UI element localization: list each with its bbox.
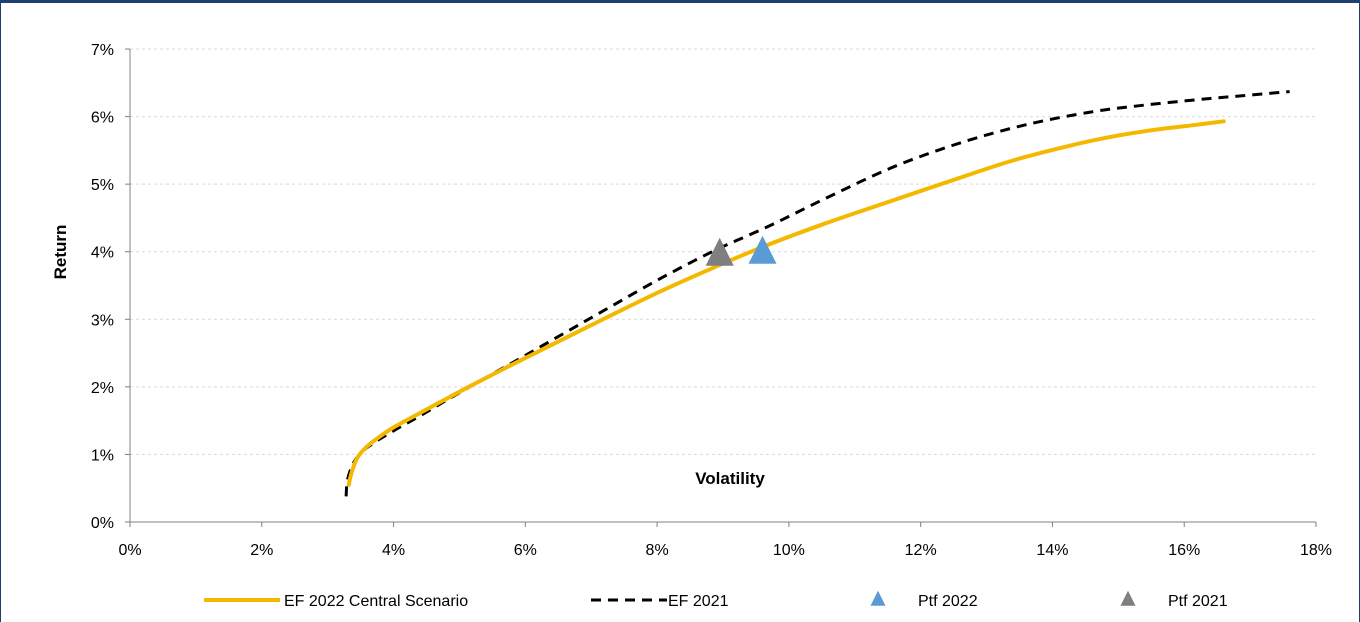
x-tick-label-4: 8% bbox=[646, 542, 669, 559]
legend-label-1: EF 2021 bbox=[668, 593, 729, 610]
x-tick-label-7: 14% bbox=[1036, 542, 1068, 559]
marker-point-3-0 bbox=[705, 237, 734, 266]
series-line-1 bbox=[344, 90, 1290, 497]
x-axis-title: Volatility bbox=[695, 469, 765, 488]
x-axis-tick-labels: 0% 2% 4% 6% 8% 10% 12% 14% 16% 18% bbox=[118, 542, 1332, 559]
legend-swatch-3 bbox=[1120, 590, 1136, 606]
axes bbox=[125, 48, 1317, 527]
x-tick-label-8: 16% bbox=[1168, 542, 1200, 559]
y-tick-label-2: 2% bbox=[91, 380, 114, 397]
series-line-0 bbox=[346, 119, 1226, 487]
x-tick-label-9: 18% bbox=[1300, 542, 1332, 559]
left-border-rule bbox=[0, 0, 1, 622]
y-axis-title: Return bbox=[51, 225, 70, 280]
x-tick-label-2: 4% bbox=[382, 542, 405, 559]
legend: EF 2022 Central Scenario EF 2021 Ptf 2022 P… bbox=[204, 590, 1228, 610]
x-tick-label-1: 2% bbox=[250, 542, 273, 559]
y-tick-label-7: 7% bbox=[91, 42, 114, 59]
legend-label-2: Ptf 2022 bbox=[918, 593, 978, 610]
x-tick-label-6: 12% bbox=[905, 542, 937, 559]
legend-label-3: Ptf 2021 bbox=[1168, 593, 1228, 610]
legend-label-0: EF 2022 Central Scenario bbox=[284, 593, 468, 610]
y-tick-label-4: 4% bbox=[91, 245, 114, 262]
top-border-rule bbox=[0, 0, 1360, 3]
y-tick-label-3: 3% bbox=[91, 312, 114, 329]
series-lines bbox=[344, 90, 1290, 497]
y-tick-label-0: 0% bbox=[91, 515, 114, 532]
x-tick-label-3: 6% bbox=[514, 542, 537, 559]
y-axis-tick-labels: 0% 1% 2% 3% 4% 5% 6% 7% bbox=[91, 42, 114, 532]
legend-swatch-2 bbox=[870, 590, 886, 606]
portfolio-markers bbox=[705, 235, 777, 266]
marker-point-2-0 bbox=[748, 235, 777, 264]
y-tick-label-6: 6% bbox=[91, 110, 114, 127]
x-tick-label-5: 10% bbox=[773, 542, 805, 559]
x-tick-label-0: 0% bbox=[118, 542, 141, 559]
y-tick-label-5: 5% bbox=[91, 177, 114, 194]
y-tick-label-1: 1% bbox=[91, 447, 114, 464]
